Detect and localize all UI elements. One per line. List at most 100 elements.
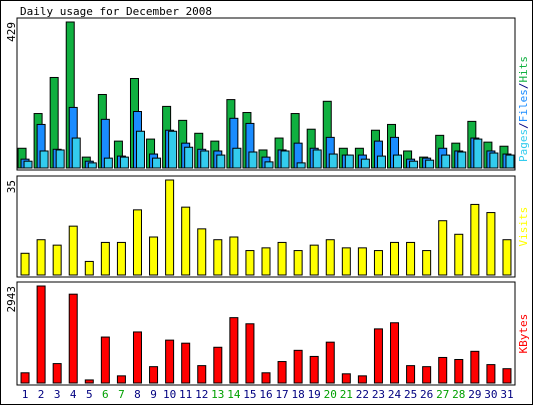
- x-tick-label: 11: [179, 388, 192, 401]
- bar: [457, 151, 467, 169]
- bar: [328, 153, 338, 169]
- legend-separator: /: [517, 83, 530, 90]
- bar: [309, 244, 319, 276]
- chart-title: Daily usage for December 2008: [20, 5, 212, 18]
- bar: [438, 220, 448, 276]
- bar: [293, 349, 303, 384]
- bar: [376, 155, 386, 169]
- y-tick-label: 429: [5, 22, 18, 42]
- bar: [216, 154, 226, 169]
- bar: [357, 375, 367, 384]
- legend-separator: /: [517, 122, 530, 129]
- x-tick-label: 25: [404, 388, 417, 401]
- bar: [261, 372, 271, 384]
- bar: [20, 372, 30, 384]
- x-tick-label: 7: [118, 388, 125, 401]
- bar: [100, 336, 110, 384]
- bar: [502, 239, 512, 276]
- bar: [441, 154, 451, 169]
- bar: [486, 364, 496, 384]
- bar: [309, 355, 319, 384]
- bar: [116, 241, 126, 276]
- bar: [325, 341, 335, 384]
- bar: [68, 225, 78, 276]
- bar: [87, 162, 97, 169]
- legend-entry: Visits: [517, 207, 530, 247]
- bar: [264, 161, 274, 169]
- x-tick-label: 2: [38, 388, 45, 401]
- bar: [245, 250, 255, 276]
- x-tick-label: 14: [227, 388, 241, 401]
- legend: Pages/Files/Hits: [517, 56, 530, 162]
- legend-entry: Files: [517, 89, 530, 122]
- x-tick-label: 22: [356, 388, 369, 401]
- x-tick-label: 29: [468, 388, 481, 401]
- bar: [409, 160, 419, 169]
- bar: [438, 356, 448, 384]
- x-tick-label: 5: [86, 388, 93, 401]
- bar: [277, 241, 287, 276]
- bar: [293, 250, 303, 276]
- x-tick-label: 18: [292, 388, 305, 401]
- bar: [245, 323, 255, 384]
- bar: [36, 285, 46, 384]
- bar: [406, 365, 416, 384]
- bar: [197, 228, 207, 276]
- bar: [149, 236, 159, 276]
- x-tick-label: 9: [150, 388, 157, 401]
- bar: [132, 331, 142, 384]
- x-tick-label: 27: [436, 388, 449, 401]
- legend-entry: KBytes: [517, 314, 530, 354]
- bar: [470, 203, 480, 276]
- bar: [100, 241, 110, 276]
- x-tick-label: 30: [484, 388, 497, 401]
- bar: [373, 328, 383, 384]
- bar: [261, 247, 271, 276]
- bar: [341, 373, 351, 384]
- x-tick-label: 20: [324, 388, 337, 401]
- bar: [454, 358, 464, 384]
- bar: [425, 159, 435, 169]
- bar: [341, 247, 351, 276]
- bar: [296, 162, 306, 169]
- x-tick-label: 21: [340, 388, 353, 401]
- bar: [357, 247, 367, 276]
- x-tick-label: 15: [243, 388, 256, 401]
- x-tick-label: 17: [275, 388, 288, 401]
- bar: [165, 339, 175, 384]
- legend-entry: Hits: [517, 56, 530, 83]
- x-tick-label: 13: [211, 388, 224, 401]
- bar: [502, 368, 512, 384]
- bar: [360, 158, 370, 169]
- bar: [229, 317, 239, 384]
- bar: [390, 241, 400, 276]
- bar: [84, 260, 94, 276]
- bar: [390, 322, 400, 384]
- x-tick-label: 31: [500, 388, 513, 401]
- x-tick-label: 3: [54, 388, 61, 401]
- bar: [103, 157, 113, 169]
- bar: [325, 239, 335, 276]
- bar: [119, 156, 129, 169]
- bar: [165, 179, 175, 276]
- bar: [181, 206, 191, 276]
- bar: [116, 375, 126, 384]
- x-tick-label: 4: [70, 388, 77, 401]
- bar: [213, 239, 223, 276]
- legend-entry: Pages: [517, 129, 530, 162]
- x-tick-label: 6: [102, 388, 109, 401]
- bar: [454, 233, 464, 276]
- bar: [132, 209, 142, 276]
- bar: [373, 250, 383, 276]
- legend: KBytes: [517, 314, 530, 354]
- bar: [39, 150, 49, 169]
- bar: [152, 157, 162, 169]
- bar: [248, 151, 258, 169]
- bar: [489, 152, 499, 169]
- bar: [23, 160, 33, 169]
- bar: [277, 361, 287, 384]
- bar: [184, 146, 194, 169]
- x-tick-label: 1: [22, 388, 29, 401]
- bar: [71, 137, 81, 169]
- x-tick-label: 12: [195, 388, 208, 401]
